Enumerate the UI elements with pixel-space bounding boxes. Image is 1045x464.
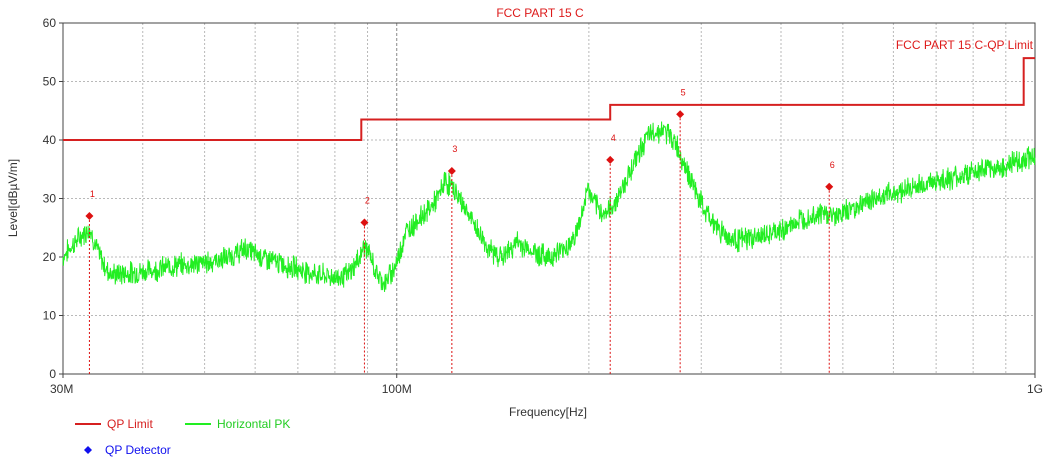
legend-horizontal-pk-label: Horizontal PK [217, 417, 290, 431]
qp-detector-marker [676, 110, 685, 119]
y-axis-label: Level[dBµV/m] [6, 159, 20, 237]
marker-number-label: 3 [452, 144, 457, 154]
marker-number-label: 6 [830, 160, 835, 170]
series-qp-limit-line [63, 57, 1035, 141]
x-tick-label: 100M [382, 382, 412, 396]
marker-layer: 1 2 3 4 5 6 [85, 87, 835, 374]
x-tick-label: 1G [1027, 382, 1043, 396]
y-tick-label: 30 [43, 192, 57, 206]
y-tick-label: 40 [43, 133, 57, 147]
x-axis-label: Frequency[Hz] [509, 405, 587, 419]
y-tick-labels: 0 10 20 30 40 50 60 [43, 16, 63, 381]
legend-qp-limit-label: QP Limit [107, 417, 153, 431]
legend: QP Limit Horizontal PK QP Detector [75, 417, 290, 457]
marker-number-label: 5 [681, 87, 686, 97]
limit-line-label: FCC PART 15 C-QP Limit [896, 38, 1034, 52]
marker-number-label: 2 [365, 195, 370, 205]
x-tick-labels: 30M 100M 1G [50, 374, 1043, 396]
y-tick-label: 0 [49, 367, 56, 381]
series-layer [62, 57, 1036, 292]
qp-detector-marker [447, 167, 456, 176]
x-tick-label: 30M [50, 382, 73, 396]
marker-number-label: 1 [90, 189, 95, 199]
y-tick-label: 20 [43, 250, 57, 264]
y-tick-label: 10 [43, 309, 57, 323]
qp-detector-marker [825, 182, 834, 191]
series-horizontal-pk-line [62, 121, 1036, 292]
legend-qp-detector-label: QP Detector [105, 443, 171, 457]
y-tick-label: 60 [43, 16, 57, 30]
qp-detector-marker [360, 218, 369, 227]
chart-title: FCC PART 15 C [496, 6, 584, 20]
qp-detector-marker [606, 155, 615, 164]
y-tick-label: 50 [43, 75, 57, 89]
marker-number-label: 4 [611, 133, 616, 143]
qp-detector-marker [85, 212, 94, 221]
legend-qp-detector-swatch [84, 446, 92, 454]
